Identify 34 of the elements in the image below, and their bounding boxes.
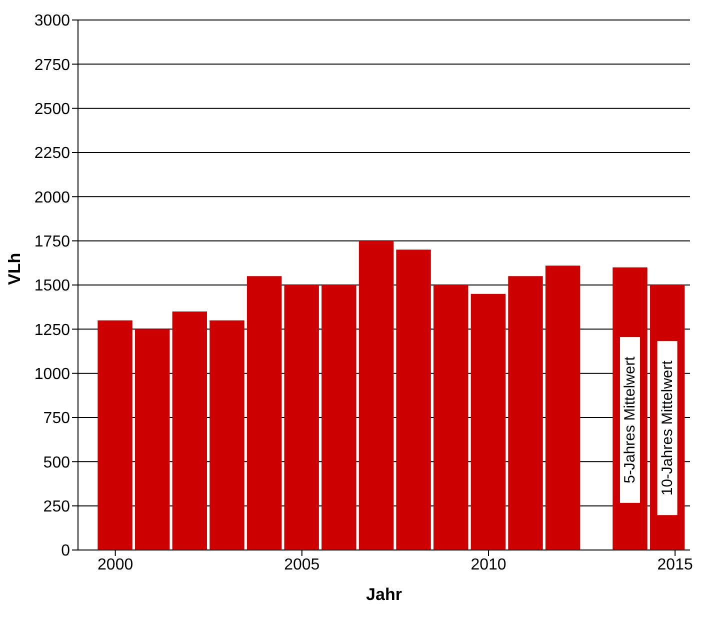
bar	[545, 266, 580, 550]
x-axis-title: Jahr	[366, 585, 402, 604]
x-tick-label: 2010	[470, 556, 506, 574]
bar	[396, 250, 431, 550]
bar	[322, 285, 356, 550]
y-tick-label: 0	[61, 542, 70, 560]
x-tick-label: 2015	[657, 556, 693, 574]
y-tick-label: 250	[43, 498, 70, 516]
y-tick-label: 1500	[34, 278, 70, 295]
y-tick-label: 2250	[34, 145, 70, 162]
y-tick-label: 3000	[34, 12, 70, 30]
bar	[98, 320, 132, 550]
y-tick-label: 500	[43, 454, 70, 472]
y-tick-label: 2000	[34, 189, 70, 206]
bar	[508, 276, 543, 550]
annotation: 5-Jahres Mittelwert	[621, 356, 638, 484]
x-tick-label: 2005	[284, 556, 320, 574]
x-tick-label: 2000	[98, 556, 134, 574]
y-tick-label: 2500	[34, 101, 70, 118]
y-tick-label: 1000	[34, 366, 70, 384]
bar	[134, 329, 170, 550]
bar	[358, 240, 394, 550]
y-tick-label: 750	[43, 410, 70, 428]
y-axis-title: VLh	[5, 252, 24, 285]
bar	[434, 285, 468, 550]
y-tick-label: 1750	[34, 234, 70, 251]
bar	[246, 276, 282, 550]
bar	[210, 320, 244, 550]
bar	[172, 312, 207, 550]
y-tick-label: 1250	[34, 322, 70, 339]
y-tick-label: 2750	[34, 56, 70, 74]
bar	[470, 294, 506, 550]
bar	[284, 285, 319, 550]
annotation: 10-Jahres Mittelwert	[658, 360, 676, 496]
